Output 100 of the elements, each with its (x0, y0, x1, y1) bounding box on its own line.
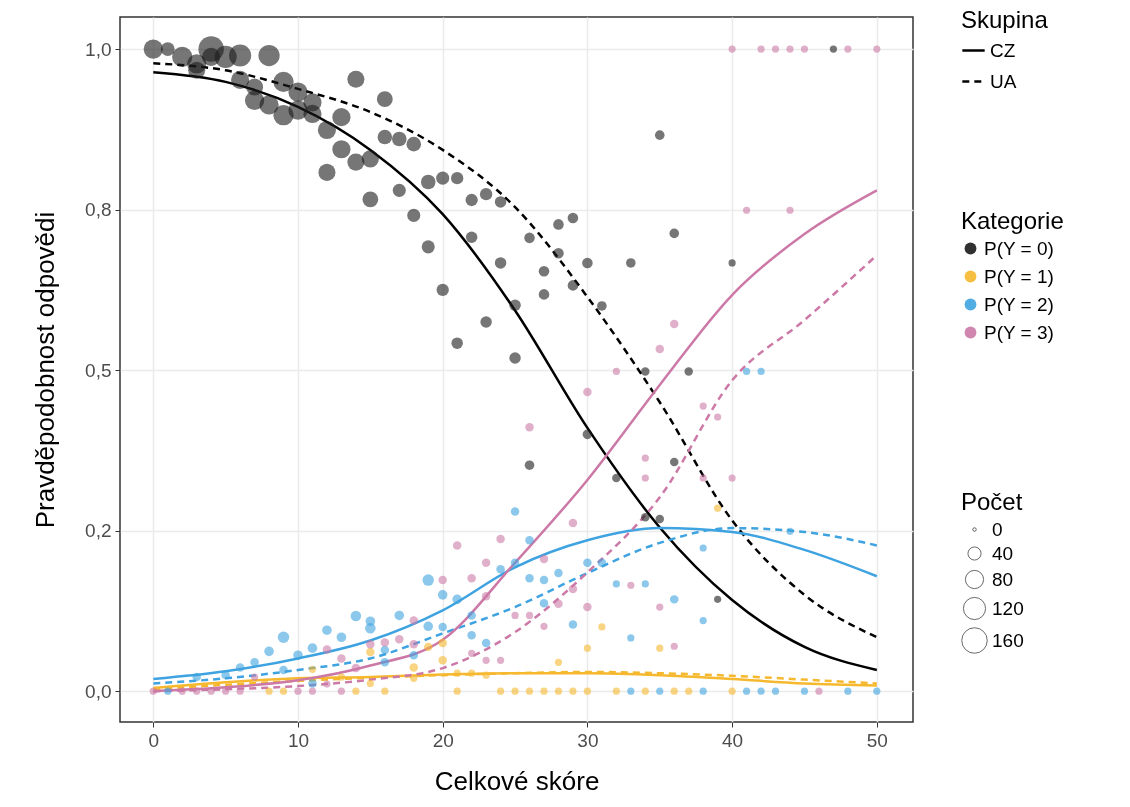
y-axis-title: Pravděpodobnost odpovědi (30, 211, 61, 529)
point (438, 638, 447, 648)
point (322, 625, 332, 635)
point (323, 680, 331, 688)
point (308, 687, 317, 695)
point (236, 687, 244, 695)
point (873, 45, 881, 53)
point (409, 651, 418, 660)
x-axis-title: Celkové skóre (434, 765, 600, 796)
point (685, 687, 693, 695)
point (467, 631, 476, 640)
point (337, 654, 346, 663)
point (337, 673, 345, 681)
point (670, 687, 678, 695)
point (641, 580, 649, 588)
point (380, 645, 390, 655)
point (453, 687, 461, 695)
point (655, 344, 664, 354)
point (714, 504, 722, 512)
point (481, 591, 491, 601)
point (481, 558, 491, 567)
point (568, 620, 578, 629)
point (714, 413, 722, 421)
point (467, 573, 476, 583)
y-tick-label: 1,0 (85, 38, 112, 60)
point (510, 507, 520, 516)
point (525, 536, 534, 545)
legend-label: P(Y = 3) (984, 321, 1054, 343)
point (452, 541, 462, 550)
point (235, 663, 245, 672)
point (583, 602, 592, 612)
point (279, 665, 288, 675)
point (294, 687, 302, 695)
point (410, 674, 418, 682)
point (742, 687, 751, 695)
point (308, 665, 317, 673)
point (380, 658, 390, 667)
point (786, 45, 794, 53)
point (525, 573, 534, 583)
point (670, 642, 678, 650)
point (669, 319, 679, 329)
point (656, 644, 664, 652)
point (423, 621, 434, 632)
legend-label: P(Y = 1) (984, 265, 1054, 287)
legend-label: 80 (992, 568, 1014, 590)
point (669, 595, 679, 604)
point (800, 45, 809, 53)
point (352, 687, 360, 695)
point (540, 622, 548, 630)
point (192, 672, 201, 682)
point (641, 687, 649, 695)
point (627, 634, 635, 642)
point (699, 687, 707, 695)
point (481, 638, 491, 648)
point (699, 544, 707, 552)
point (728, 687, 736, 695)
point (627, 687, 635, 695)
point (381, 687, 389, 695)
point (468, 649, 476, 657)
point (554, 599, 563, 609)
legend-label: 0 (992, 518, 1003, 540)
point (612, 367, 620, 376)
point (409, 616, 418, 625)
point (366, 679, 374, 688)
point (264, 646, 274, 657)
point (612, 580, 620, 588)
point (525, 423, 534, 432)
point (699, 616, 707, 625)
point (496, 564, 505, 574)
point (250, 658, 259, 667)
point (366, 647, 375, 657)
point (438, 575, 447, 585)
point (554, 658, 563, 666)
point (583, 558, 592, 567)
legend-label: P(Y = 2) (984, 293, 1054, 315)
point (757, 687, 765, 695)
point (222, 687, 230, 695)
point (293, 650, 303, 660)
x-tick-label: 0 (148, 729, 160, 751)
point (583, 387, 592, 397)
point (365, 622, 376, 634)
point (656, 603, 664, 611)
point (496, 534, 505, 544)
point (554, 568, 563, 578)
y-tick-label: 0,2 (85, 520, 112, 542)
x-tick-label: 40 (722, 729, 744, 751)
point (525, 687, 534, 695)
text: Počet (961, 488, 1023, 515)
point (641, 454, 649, 462)
point (409, 640, 418, 649)
x-tick-label: 10 (287, 729, 310, 751)
point (612, 687, 620, 695)
point (583, 687, 592, 695)
point (844, 687, 852, 695)
point (539, 554, 549, 564)
point (453, 669, 461, 677)
point (742, 367, 751, 376)
point (511, 611, 519, 620)
point (539, 575, 549, 585)
point (452, 594, 462, 605)
